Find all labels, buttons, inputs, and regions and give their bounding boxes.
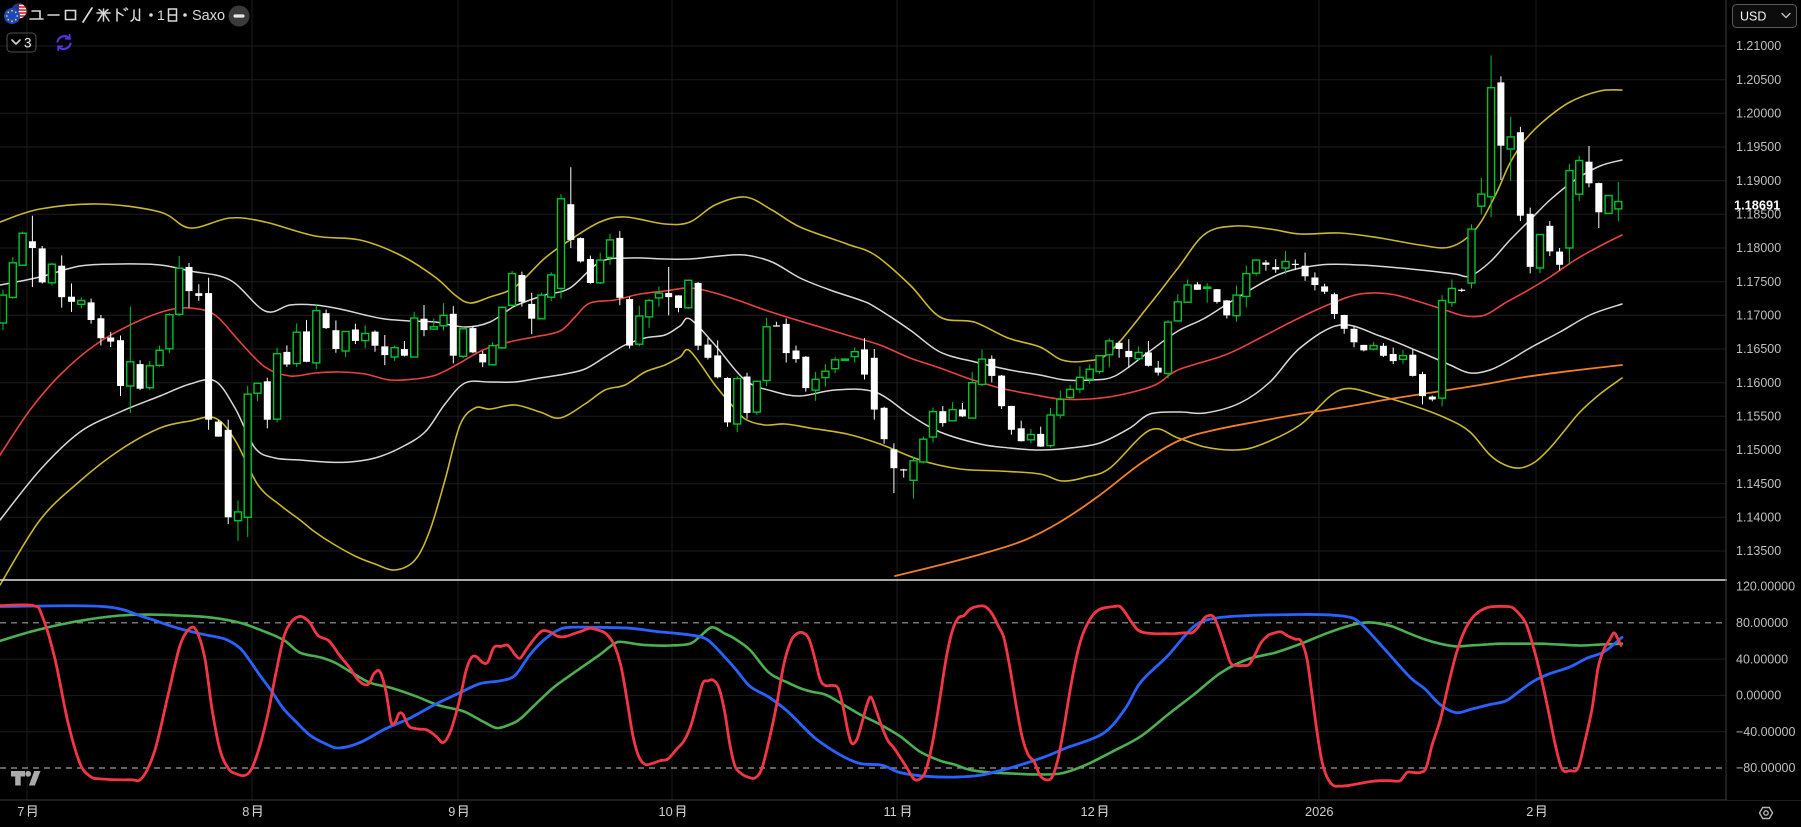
svg-text:7: 7 — [17, 804, 24, 819]
svg-text:1.21000: 1.21000 — [1736, 39, 1781, 53]
svg-text:1.20500: 1.20500 — [1736, 73, 1781, 87]
svg-text:1.18000: 1.18000 — [1736, 241, 1781, 255]
svg-text:−40.00000: −40.00000 — [1736, 725, 1795, 739]
svg-text:1.18691: 1.18691 — [1734, 198, 1780, 213]
svg-text:1.16000: 1.16000 — [1736, 376, 1781, 390]
svg-text:1.15000: 1.15000 — [1736, 443, 1781, 457]
svg-text:80.00000: 80.00000 — [1736, 616, 1788, 630]
svg-text:Saxo: Saxo — [192, 8, 225, 24]
svg-text:1.14500: 1.14500 — [1736, 477, 1781, 491]
svg-text:0.00000: 0.00000 — [1736, 689, 1781, 703]
svg-text:1.13500: 1.13500 — [1736, 544, 1781, 558]
svg-text:1.15500: 1.15500 — [1736, 410, 1781, 424]
svg-text:−80.00000: −80.00000 — [1736, 761, 1795, 775]
svg-text:12: 12 — [1081, 804, 1095, 819]
svg-text:1.16500: 1.16500 — [1736, 342, 1781, 356]
svg-text:1.17000: 1.17000 — [1736, 309, 1781, 323]
svg-text:1.14000: 1.14000 — [1736, 511, 1781, 525]
svg-text:40.00000: 40.00000 — [1736, 652, 1788, 666]
svg-text:1.19000: 1.19000 — [1736, 174, 1781, 188]
svg-text:10: 10 — [659, 804, 673, 819]
svg-text:2: 2 — [1526, 804, 1533, 819]
svg-text:3: 3 — [24, 36, 32, 51]
svg-text:USD: USD — [1740, 10, 1766, 24]
svg-text:120.00000: 120.00000 — [1736, 580, 1795, 594]
svg-text:8: 8 — [242, 804, 249, 819]
svg-text:2026: 2026 — [1305, 804, 1333, 819]
svg-text:1: 1 — [157, 7, 165, 23]
svg-text:1.17500: 1.17500 — [1736, 275, 1781, 289]
svg-text:11: 11 — [884, 804, 897, 819]
svg-text:9: 9 — [448, 804, 455, 819]
svg-text:1.19500: 1.19500 — [1736, 140, 1781, 154]
svg-text:1.20000: 1.20000 — [1736, 107, 1781, 121]
svg-text:1.18500: 1.18500 — [1736, 208, 1781, 222]
